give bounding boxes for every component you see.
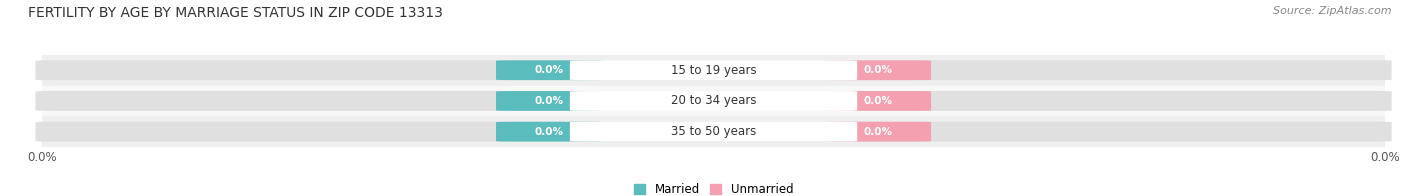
Text: 0.0%: 0.0% (534, 127, 564, 137)
Bar (42, 116, 1385, 147)
FancyBboxPatch shape (825, 60, 931, 80)
FancyBboxPatch shape (35, 91, 1392, 111)
FancyBboxPatch shape (496, 91, 602, 111)
Text: 35 to 50 years: 35 to 50 years (671, 125, 756, 138)
FancyBboxPatch shape (569, 60, 858, 80)
Text: FERTILITY BY AGE BY MARRIAGE STATUS IN ZIP CODE 13313: FERTILITY BY AGE BY MARRIAGE STATUS IN Z… (28, 6, 443, 20)
FancyBboxPatch shape (825, 122, 931, 142)
FancyBboxPatch shape (496, 60, 602, 80)
Text: Source: ZipAtlas.com: Source: ZipAtlas.com (1274, 6, 1392, 16)
Text: 20 to 34 years: 20 to 34 years (671, 94, 756, 107)
Text: 0.0%: 0.0% (863, 127, 893, 137)
FancyBboxPatch shape (825, 91, 931, 111)
Text: 15 to 19 years: 15 to 19 years (671, 64, 756, 77)
Text: 0.0%: 0.0% (534, 96, 564, 106)
FancyBboxPatch shape (35, 60, 1392, 80)
Bar (42, 86, 1385, 116)
FancyBboxPatch shape (35, 122, 1392, 142)
Bar (42, 55, 1385, 86)
FancyBboxPatch shape (569, 122, 858, 142)
Text: 0.0%: 0.0% (863, 65, 893, 75)
Text: 0.0%: 0.0% (534, 65, 564, 75)
Text: 0.0%: 0.0% (863, 96, 893, 106)
Legend: Married, Unmarried: Married, Unmarried (628, 179, 799, 196)
FancyBboxPatch shape (569, 91, 858, 111)
FancyBboxPatch shape (496, 122, 602, 142)
